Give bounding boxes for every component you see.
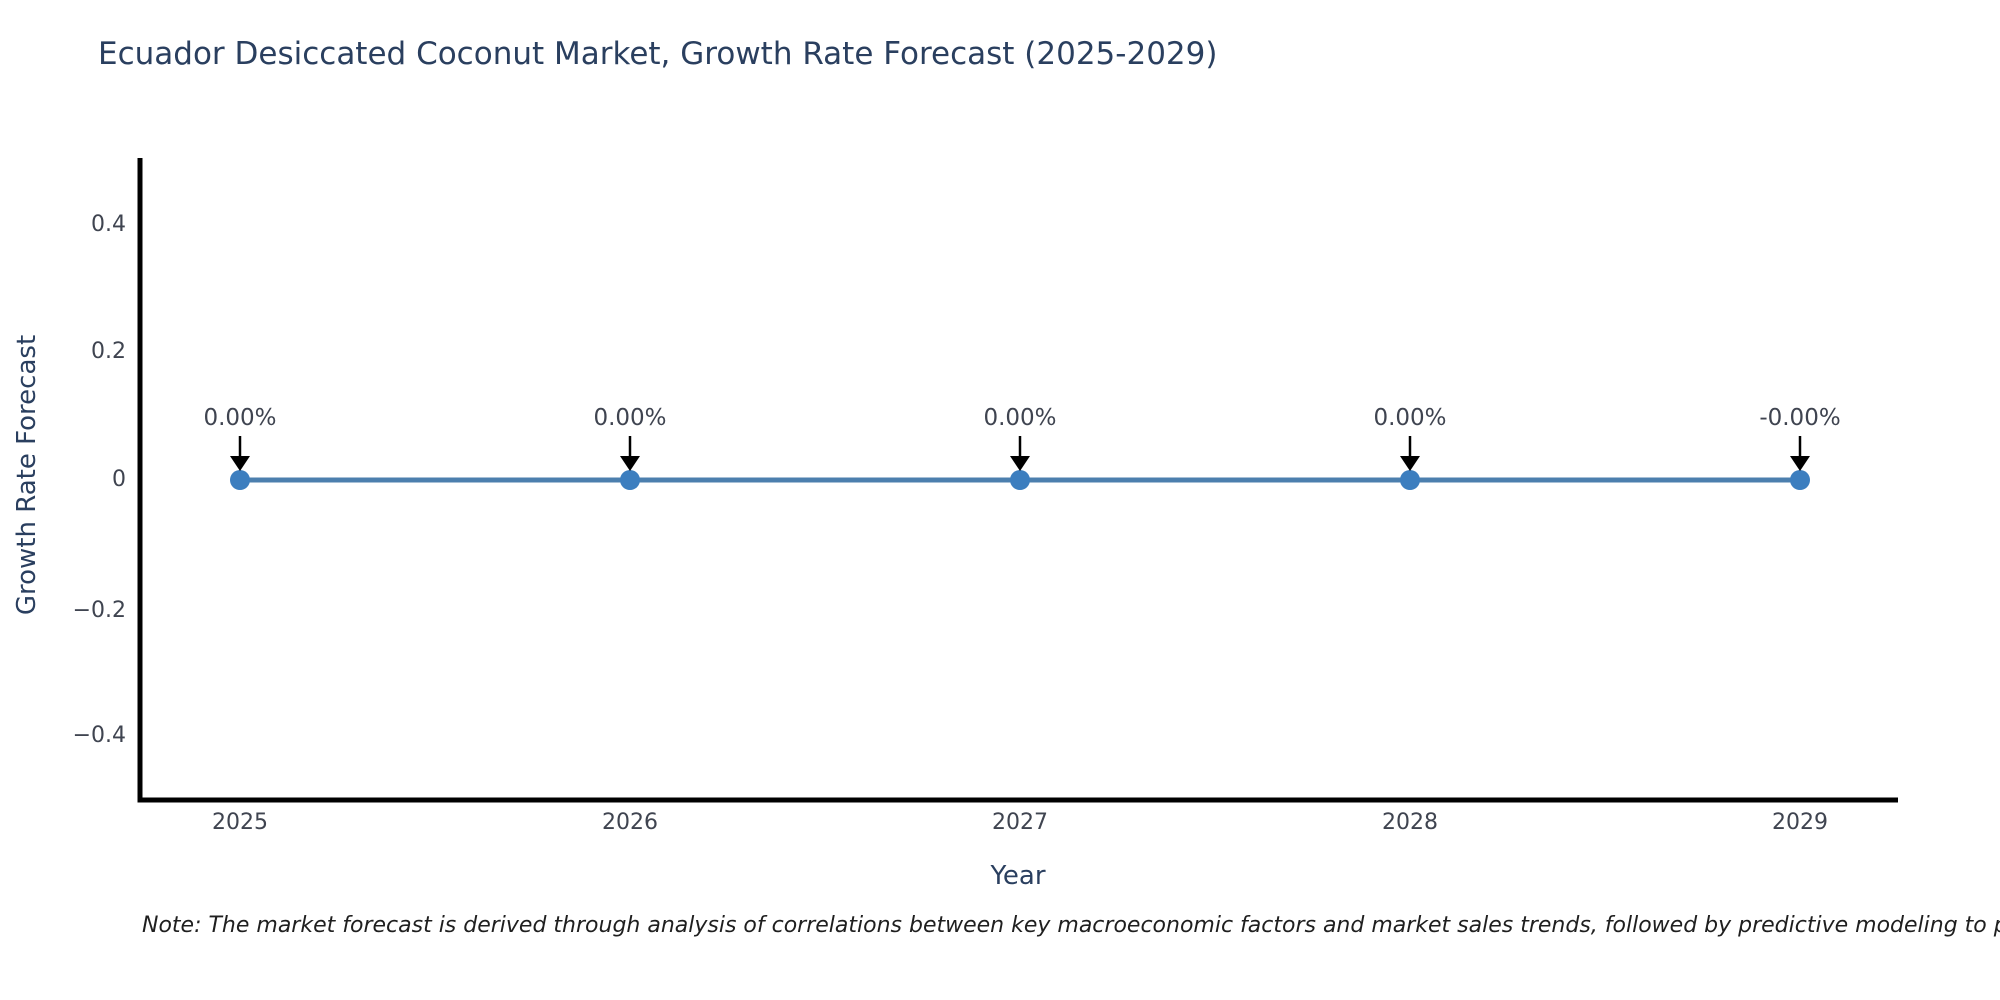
annotation-label: -0.00% bbox=[1759, 405, 1841, 431]
data-point-marker bbox=[1010, 470, 1030, 490]
y-tick-label: −0.4 bbox=[72, 723, 126, 748]
annotation-arrow-head bbox=[1790, 456, 1810, 471]
annotation-arrow-head bbox=[1010, 456, 1030, 471]
x-tick-label: 2028 bbox=[1382, 810, 1438, 835]
x-axis-title: Year bbox=[990, 861, 1046, 891]
x-tick-label: 2025 bbox=[212, 810, 268, 835]
y-tick-label: 0.4 bbox=[91, 212, 126, 237]
annotation-arrow-head bbox=[230, 456, 250, 471]
data-point-marker bbox=[1790, 470, 1810, 490]
x-tick-label: 2026 bbox=[602, 810, 658, 835]
x-tick-label: 2029 bbox=[1772, 810, 1828, 835]
annotation-label: 0.00% bbox=[203, 405, 277, 431]
annotation-arrow-head bbox=[1400, 456, 1420, 471]
data-point-marker bbox=[1400, 470, 1420, 490]
series-layer bbox=[230, 436, 1810, 490]
y-tick-label: 0.2 bbox=[91, 339, 126, 364]
data-point-marker bbox=[230, 470, 250, 490]
annotation-label: 0.00% bbox=[1373, 405, 1447, 431]
y-tick-label: −0.2 bbox=[72, 598, 126, 623]
chart-title: Ecuador Desiccated Coconut Market, Growt… bbox=[98, 36, 1218, 72]
y-tick-label: 0 bbox=[112, 467, 126, 492]
annotation-label: 0.00% bbox=[983, 405, 1057, 431]
footnote: Note: The market forecast is derived thr… bbox=[142, 913, 2000, 938]
annotation-label: 0.00% bbox=[593, 405, 667, 431]
annotation-arrow-head bbox=[620, 456, 640, 471]
data-point-marker bbox=[620, 470, 640, 490]
x-tick-label: 2027 bbox=[992, 810, 1048, 835]
